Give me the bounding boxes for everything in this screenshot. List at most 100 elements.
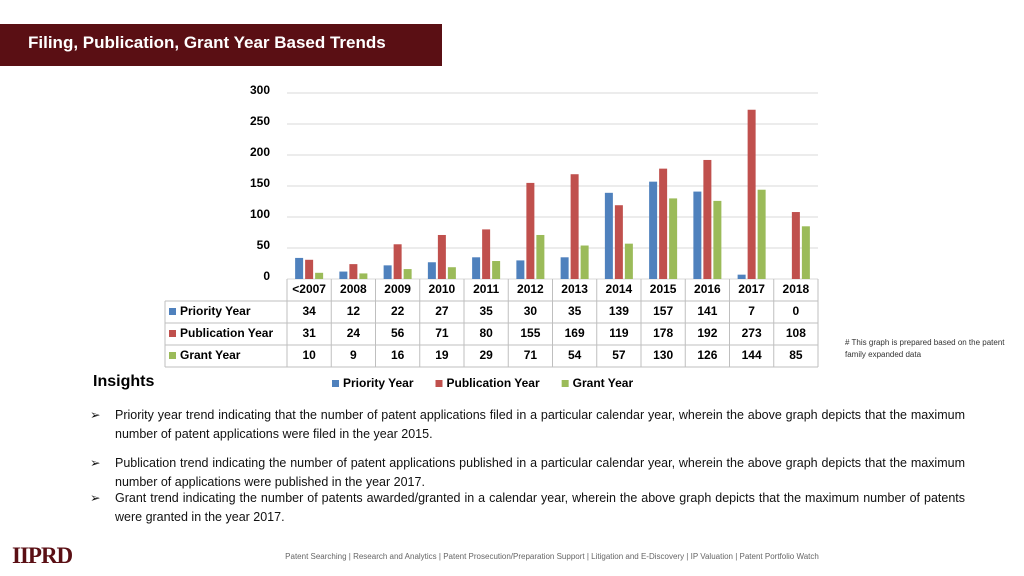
y-tick-label: 300 <box>250 83 270 97</box>
legend-swatch <box>332 380 339 387</box>
table-value: 29 <box>479 348 493 362</box>
bar <box>472 257 481 279</box>
x-tick-label: 2015 <box>650 282 677 296</box>
table-value: 9 <box>350 348 357 362</box>
table-value: 7 <box>748 304 755 318</box>
legend-swatch <box>169 352 176 359</box>
bar <box>403 269 412 279</box>
bar <box>737 274 746 279</box>
bar <box>427 262 436 279</box>
x-tick-label: 2018 <box>783 282 810 296</box>
bar <box>649 181 658 279</box>
table-value: 31 <box>302 326 316 340</box>
table-value: 178 <box>653 326 673 340</box>
legend-swatch <box>435 380 443 387</box>
bar <box>383 265 392 279</box>
table-value: 35 <box>479 304 493 318</box>
bar <box>791 212 800 279</box>
bar <box>393 244 402 279</box>
table-value: 71 <box>435 326 449 340</box>
bar <box>669 198 678 279</box>
legend-label: Priority Year <box>343 376 414 390</box>
x-tick-label: 2016 <box>694 282 721 296</box>
table-value: 10 <box>302 348 316 362</box>
x-tick-label: <2007 <box>292 282 326 296</box>
table-series-name: Grant Year <box>180 348 241 362</box>
bar <box>349 264 358 279</box>
bar <box>659 168 668 279</box>
table-value: 80 <box>479 326 493 340</box>
table-value: 144 <box>742 348 762 362</box>
bar <box>526 182 535 279</box>
bar <box>305 259 314 279</box>
x-tick-label: 2009 <box>384 282 411 296</box>
insight-bullet: Publication trend indicating the number … <box>90 454 965 492</box>
y-tick-label: 50 <box>257 238 271 252</box>
bar <box>437 234 446 279</box>
y-tick-label: 100 <box>250 207 270 221</box>
bar <box>339 271 348 279</box>
table-value: 130 <box>653 348 673 362</box>
x-tick-label: 2011 <box>473 282 499 296</box>
chart-note: # This graph is prepared based on the pa… <box>845 338 1005 359</box>
insight-bullet: Grant trend indicating the number of pat… <box>90 489 965 527</box>
table-value: 273 <box>742 326 762 340</box>
bar <box>757 189 766 279</box>
bar <box>801 226 810 279</box>
bar <box>693 191 702 279</box>
insight-bullet: Priority year trend indicating that the … <box>90 406 965 444</box>
bar <box>359 273 368 279</box>
table-series-name: Priority Year <box>180 304 251 318</box>
bar <box>747 109 756 280</box>
bar <box>624 243 633 279</box>
x-tick-label: 2017 <box>738 282 765 296</box>
table-value: 19 <box>435 348 449 362</box>
table-value: 56 <box>391 326 405 340</box>
y-tick-label: 200 <box>250 145 270 159</box>
table-value: 27 <box>435 304 449 318</box>
bar <box>492 261 501 279</box>
bar <box>447 267 456 279</box>
x-tick-label: 2014 <box>606 282 633 296</box>
table-value: 169 <box>565 326 585 340</box>
y-tick-label: 0 <box>263 269 270 283</box>
bar <box>536 234 545 279</box>
table-value: 0 <box>793 304 800 318</box>
table-value: 108 <box>786 326 806 340</box>
y-tick-label: 250 <box>250 114 270 128</box>
bar <box>570 174 579 279</box>
slide-title: Filing, Publication, Grant Year Based Tr… <box>0 24 442 66</box>
x-tick-label: 2008 <box>340 282 367 296</box>
table-value: 22 <box>391 304 405 318</box>
x-tick-label: 2012 <box>517 282 544 296</box>
logo: IIPRD <box>12 543 73 568</box>
table-value: 85 <box>789 348 803 362</box>
legend-label: Publication Year <box>447 376 540 390</box>
table-value: 71 <box>524 348 538 362</box>
table-value: 54 <box>568 348 582 362</box>
table-value: 12 <box>347 304 361 318</box>
bar <box>713 200 722 279</box>
table-series-name: Publication Year <box>180 326 273 340</box>
table-value: 157 <box>653 304 673 318</box>
table-value: 139 <box>609 304 629 318</box>
table-value: 35 <box>568 304 582 318</box>
legend-swatch <box>169 308 176 315</box>
bar <box>482 229 491 279</box>
bar <box>516 260 525 279</box>
y-tick-label: 150 <box>250 176 270 190</box>
table-value: 119 <box>609 326 629 340</box>
bar <box>703 159 712 279</box>
x-tick-label: 2013 <box>561 282 588 296</box>
table-value: 24 <box>347 326 361 340</box>
bar <box>580 245 589 279</box>
bar <box>560 257 569 279</box>
table-value: 30 <box>524 304 538 318</box>
bar <box>604 192 613 279</box>
legend-swatch <box>169 330 176 337</box>
legend-swatch <box>561 380 569 387</box>
table-value: 16 <box>391 348 405 362</box>
table-value: 141 <box>697 304 717 318</box>
